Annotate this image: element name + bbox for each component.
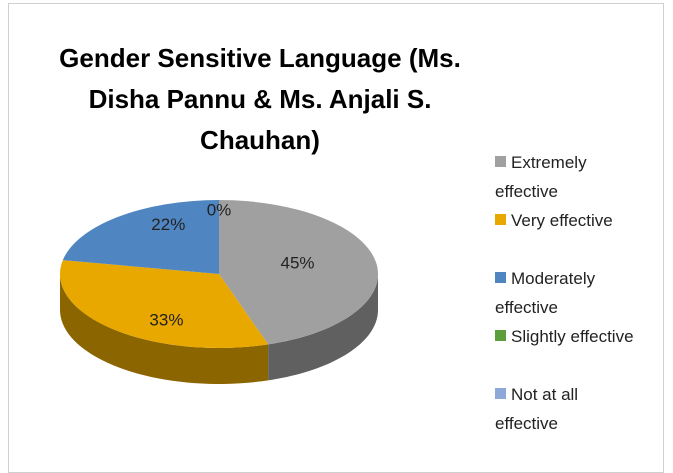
data-label: 33% <box>149 311 183 330</box>
slice <box>219 200 378 345</box>
legend-item: Very effective <box>495 206 645 235</box>
slice <box>60 260 269 348</box>
legend-label: Extremely effective <box>495 153 587 201</box>
legend-swatch <box>495 388 506 399</box>
legend-swatch <box>495 156 506 167</box>
slice-side <box>268 274 378 381</box>
chart-title: Gender Sensitive Language (Ms. Disha Pan… <box>59 43 461 155</box>
data-label: 0% <box>207 201 232 220</box>
legend-swatch <box>495 214 506 225</box>
legend-label: Not at all effective <box>495 385 579 433</box>
legend-label: Slightly effective <box>511 327 634 346</box>
data-label: 45% <box>281 254 315 273</box>
legend-swatch <box>495 330 506 341</box>
legend-swatch <box>495 272 506 283</box>
legend-item: Extremely effective <box>495 148 645 206</box>
data-label: 22% <box>151 215 185 234</box>
legend-label: Very effective <box>511 211 613 230</box>
legend-item: Not at all effective <box>495 380 645 438</box>
legend-label: Moderately effective <box>495 269 596 317</box>
slice-side <box>60 274 269 384</box>
legend-item: Slightly effective <box>495 322 645 351</box>
slice <box>62 200 219 274</box>
legend-item: Moderately effective <box>495 264 645 322</box>
